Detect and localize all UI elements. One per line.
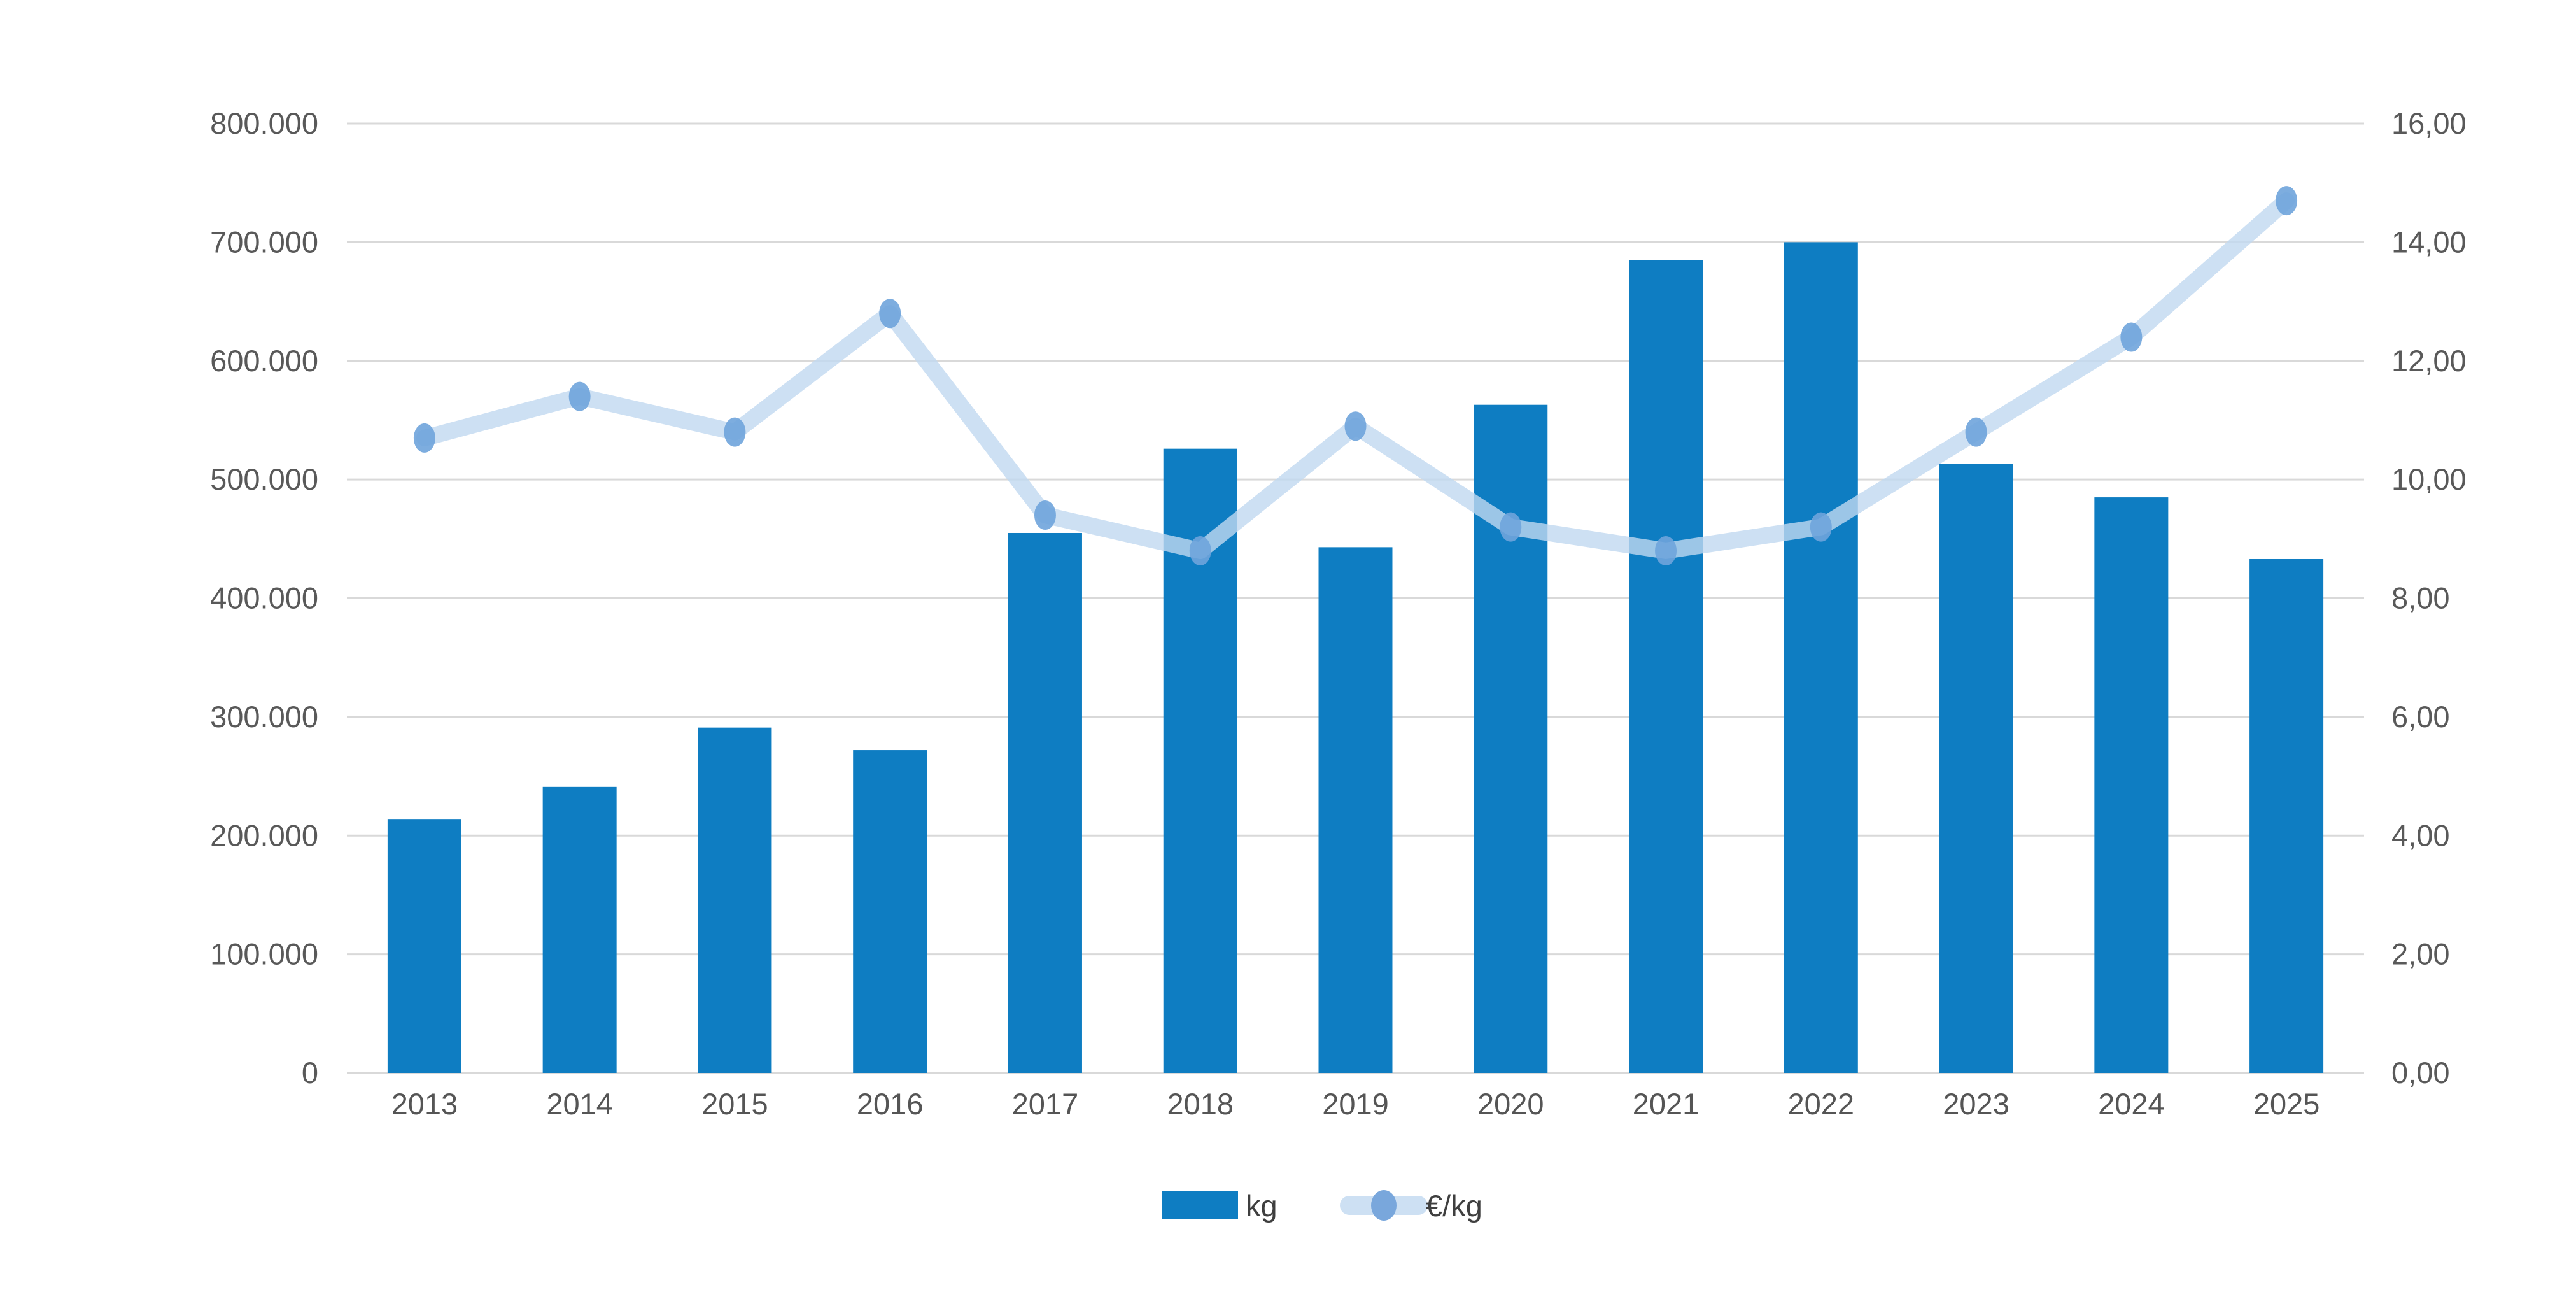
x-tick-2020: 2020 <box>1477 1087 1544 1121</box>
line-point-2022 <box>1810 512 1832 542</box>
line-point-2020 <box>1500 512 1522 542</box>
x-tick-2021: 2021 <box>1633 1087 1700 1121</box>
x-tick-2023: 2023 <box>1943 1087 2009 1121</box>
left-axis-tick: 100.000 <box>210 937 318 971</box>
bar-2017 <box>1008 532 1082 1073</box>
legend: kg €/kg <box>1162 1189 1482 1223</box>
bar-2025 <box>2249 558 2324 1073</box>
line-point-2023 <box>1965 417 1987 447</box>
bar-2016 <box>853 750 927 1073</box>
left-axis-tick: 600.000 <box>210 344 318 378</box>
bar-2021 <box>1629 260 1703 1073</box>
left-axis-tick: 200.000 <box>210 818 318 852</box>
x-tick-2024: 2024 <box>2098 1087 2165 1121</box>
line-point-2019 <box>1344 411 1367 441</box>
line-point-2018 <box>1189 536 1211 565</box>
x-tick-2018: 2018 <box>1167 1087 1234 1121</box>
legend-kg-swatch <box>1162 1191 1238 1219</box>
left-axis-tick: 700.000 <box>210 225 318 259</box>
line-point-2013 <box>413 423 435 453</box>
right-axis-tick: 6,00 <box>2391 700 2449 734</box>
left-axis-tick: 400.000 <box>210 581 318 615</box>
bar-2024 <box>2094 497 2169 1073</box>
line-point-2017 <box>1034 500 1056 530</box>
right-axis-tick: 2,00 <box>2391 937 2449 971</box>
legend-kg-label: kg <box>1246 1189 1277 1223</box>
right-axis-tick: 8,00 <box>2391 581 2449 615</box>
x-tick-2016: 2016 <box>857 1087 924 1121</box>
line-point-2015 <box>724 417 746 447</box>
right-axis-tick: 12,00 <box>2391 344 2467 378</box>
right-axis-tick: 16,00 <box>2391 106 2467 140</box>
left-axis-tick: 800.000 <box>210 106 318 140</box>
line-point-2025 <box>2276 186 2298 216</box>
bar-2014 <box>542 786 617 1073</box>
right-axis-tick: 14,00 <box>2391 225 2467 259</box>
x-tick-2019: 2019 <box>1322 1087 1389 1121</box>
right-axis-tick: 10,00 <box>2391 462 2467 496</box>
x-tick-2014: 2014 <box>546 1087 613 1121</box>
left-axis-tick: 0 <box>302 1056 318 1089</box>
line-point-2024 <box>2120 322 2143 352</box>
bar-2015 <box>698 727 772 1073</box>
bar-2022 <box>1784 242 1858 1073</box>
x-tick-2017: 2017 <box>1012 1087 1079 1121</box>
bar-2023 <box>1939 464 2013 1073</box>
left-axis-tick: 300.000 <box>210 700 318 734</box>
x-tick-2015: 2015 <box>701 1087 768 1121</box>
legend-eur-dot-swatch <box>1371 1190 1397 1221</box>
right-axis-tick: 0,00 <box>2391 1056 2449 1089</box>
line-point-2014 <box>568 381 591 411</box>
legend-eur-label: €/kg <box>1426 1189 1482 1223</box>
bar-2013 <box>387 819 461 1073</box>
line-point-2021 <box>1655 536 1677 565</box>
x-tick-2013: 2013 <box>391 1087 458 1121</box>
bar-2019 <box>1318 547 1393 1073</box>
x-tick-2025: 2025 <box>2253 1087 2320 1121</box>
line-point-2016 <box>879 299 901 329</box>
right-axis-tick: 4,00 <box>2391 818 2449 852</box>
left-axis-tick: 500.000 <box>210 462 318 496</box>
x-tick-2022: 2022 <box>1788 1087 1855 1121</box>
